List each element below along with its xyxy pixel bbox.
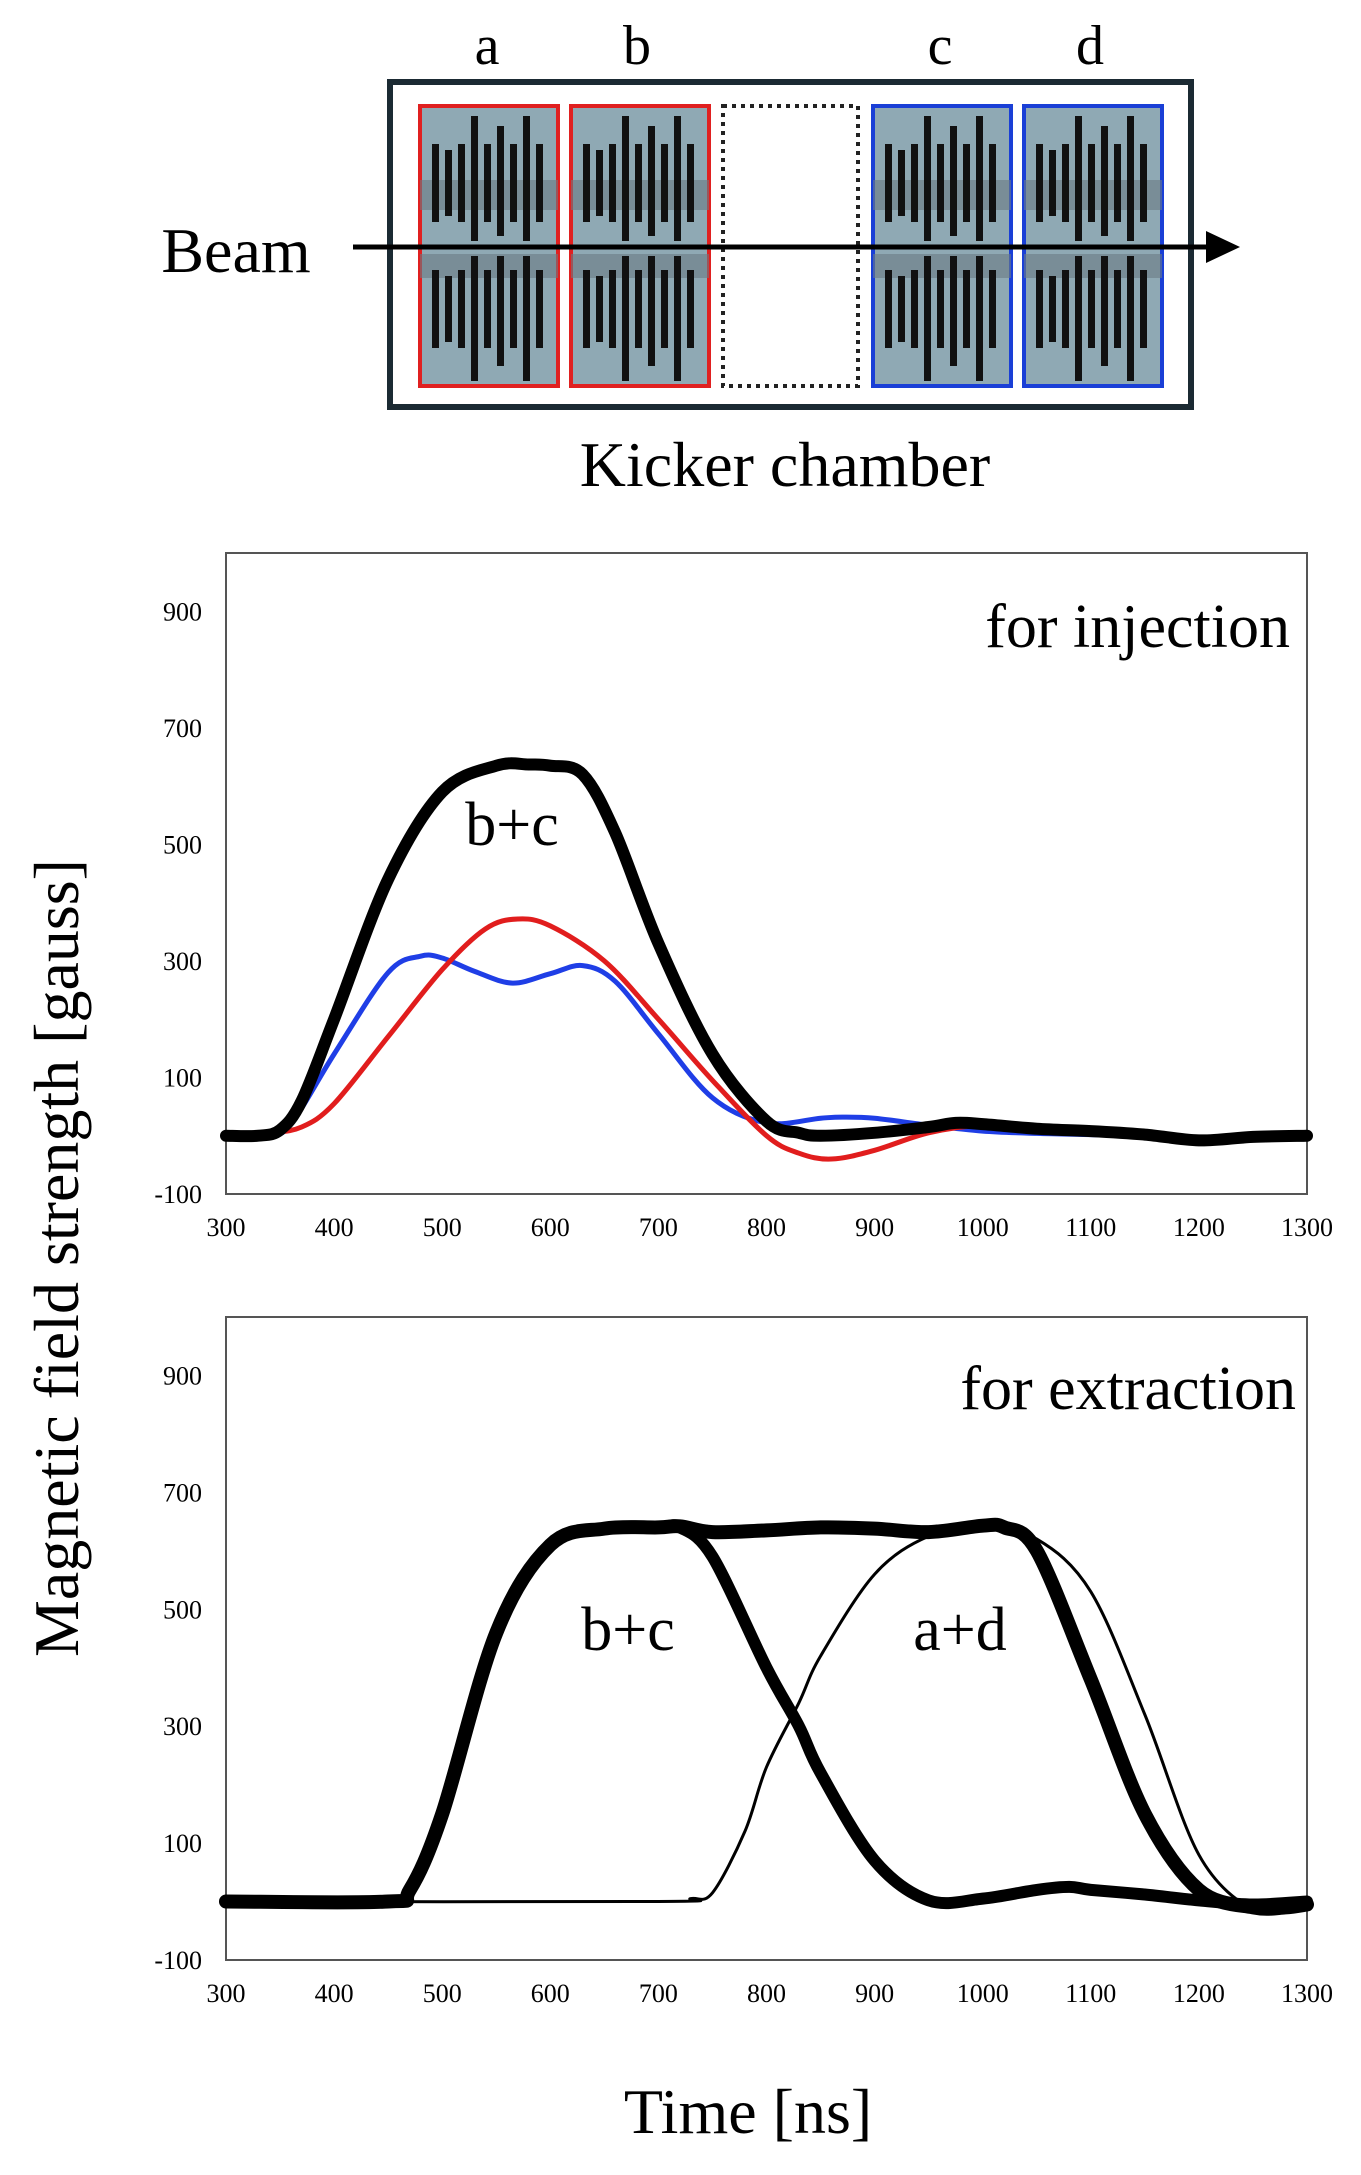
injection-y-tick-label: 300: [163, 947, 202, 976]
injection-y-tick-label: 500: [163, 830, 202, 859]
injection-x-tick-label: 300: [207, 1213, 246, 1242]
injection-x-tick-label: 600: [531, 1213, 570, 1242]
injection-x-tick-label: 800: [747, 1213, 786, 1242]
extraction-ticks: 300 400 500 600 700 800 900 1000 1100 1200 1300 -10…: [154, 1361, 1333, 2008]
extraction-x-tick-label: 1100: [1065, 1979, 1116, 2008]
extraction-plot-frame: [225, 1316, 1308, 1961]
injection-x-tick-label: 500: [423, 1213, 462, 1242]
injection-y-tick-label: 100: [163, 1063, 202, 1092]
module-label-b: b: [623, 15, 651, 77]
extraction-x-tick-label: 400: [315, 1979, 354, 2008]
module-label-d: d: [1076, 15, 1104, 77]
injection-annotation-b-plus-c: b+c: [465, 791, 558, 859]
injection-x-tick-label: 1000: [957, 1213, 1009, 1242]
extraction-y-tick-label: 300: [163, 1712, 202, 1741]
injection-y-tick-label: 700: [163, 714, 202, 743]
injection-x-tick-label: 400: [315, 1213, 354, 1242]
injection-lines: [220, 757, 1313, 1162]
extraction-x-tick-label: 900: [855, 1979, 894, 2008]
extraction-title: for extraction: [960, 1355, 1296, 1423]
kicker-diagram: a b c d: [161, 15, 1240, 500]
module-label-a: a: [475, 15, 500, 77]
extraction-lines: [219, 1517, 1314, 1916]
injection-x-tick-label: 900: [855, 1213, 894, 1242]
beam-arrow-head: [1206, 231, 1240, 263]
extraction-y-tick-label: 500: [163, 1595, 202, 1624]
extraction-y-tick-label: 100: [163, 1829, 202, 1858]
module-a: [418, 104, 560, 388]
chamber-label: Kicker chamber: [580, 429, 990, 500]
injection-title: for injection: [985, 593, 1290, 661]
injection-x-tick-label: 700: [639, 1213, 678, 1242]
y-axis-title: Magnetic field strength [gauss]: [21, 859, 92, 1657]
extraction-y-tick-label: 900: [163, 1361, 202, 1390]
extraction-series-line-2: [224, 1525, 1309, 1916]
extraction-x-tick-label: 600: [531, 1979, 570, 2008]
extraction-x-tick-label: 500: [423, 1979, 462, 2008]
injection-x-tick-label: 1300: [1281, 1213, 1333, 1242]
beam-label: Beam: [161, 215, 310, 286]
extraction-y-tick-label: 700: [163, 1478, 202, 1507]
injection-plot-frame: [225, 552, 1308, 1195]
extraction-x-tick-label: 1300: [1281, 1979, 1333, 2008]
injection-series-line-1: [223, 952, 1310, 1142]
injection-y-tick-label: -100: [154, 1180, 202, 1209]
injection-x-tick-label: 1200: [1173, 1213, 1225, 1242]
x-axis-title: Time [ns]: [624, 2076, 872, 2147]
extraction-x-tick-label: 1200: [1173, 1979, 1225, 2008]
extraction-y-tick-label: -100: [154, 1946, 202, 1975]
module-label-c: c: [928, 15, 953, 77]
extraction-x-tick-label: 800: [747, 1979, 786, 2008]
extraction-x-tick-label: 300: [207, 1979, 246, 2008]
extraction-plot: 300 400 500 600 700 800 900 1000 1100 1200 1300 -10…: [154, 1316, 1333, 2008]
extraction-annotation-a-plus-d: a+d: [913, 1596, 1006, 1664]
extraction-x-tick-label: 700: [639, 1979, 678, 2008]
injection-x-tick-label: 1100: [1065, 1213, 1116, 1242]
injection-series-line-3: [220, 757, 1313, 1147]
extraction-annotation-b-plus-c: b+c: [581, 1596, 674, 1664]
injection-plot: 300 400 500 600 700 800 900 1000 1100 1200 1300 -10…: [154, 552, 1333, 1242]
injection-ticks: 300 400 500 600 700 800 900 1000 1100 1200 1300 -10…: [154, 597, 1333, 1242]
extraction-x-tick-label: 1000: [957, 1979, 1009, 2008]
extraction-series-line-3: [219, 1517, 1314, 1916]
injection-y-tick-label: 900: [163, 597, 202, 626]
